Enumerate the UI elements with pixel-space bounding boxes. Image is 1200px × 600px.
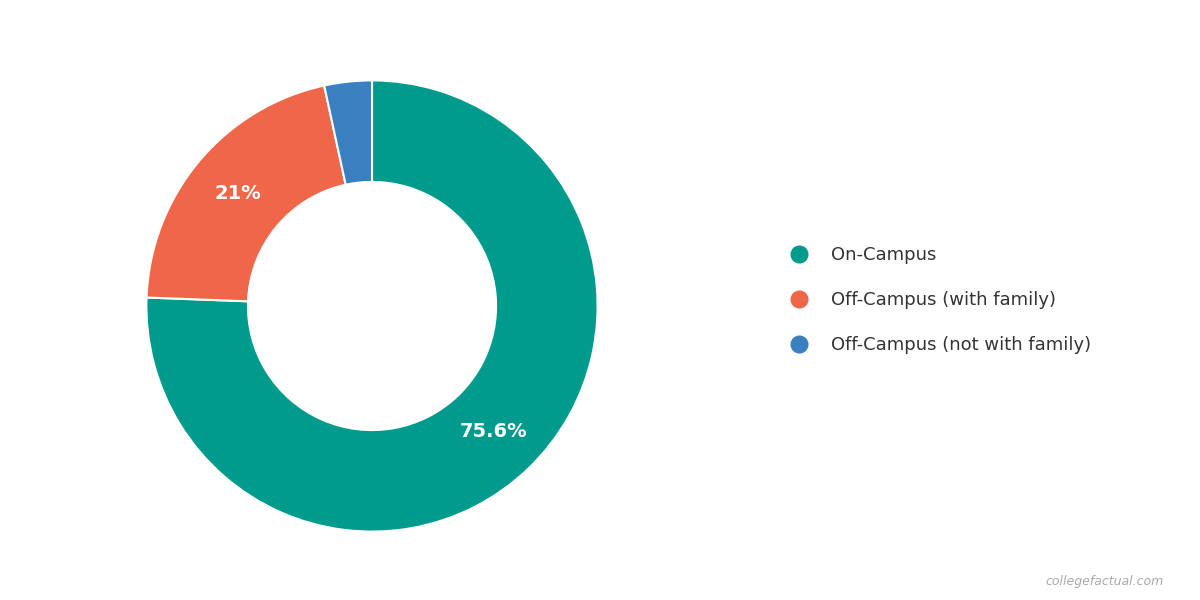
Wedge shape — [146, 86, 346, 301]
Text: collegefactual.com: collegefactual.com — [1045, 575, 1164, 588]
Legend: On-Campus, Off-Campus (with family), Off-Campus (not with family): On-Campus, Off-Campus (with family), Off… — [781, 246, 1091, 354]
Text: 21%: 21% — [215, 184, 262, 203]
Wedge shape — [324, 80, 372, 185]
Wedge shape — [146, 80, 598, 532]
Text: 75.6%: 75.6% — [460, 422, 527, 442]
